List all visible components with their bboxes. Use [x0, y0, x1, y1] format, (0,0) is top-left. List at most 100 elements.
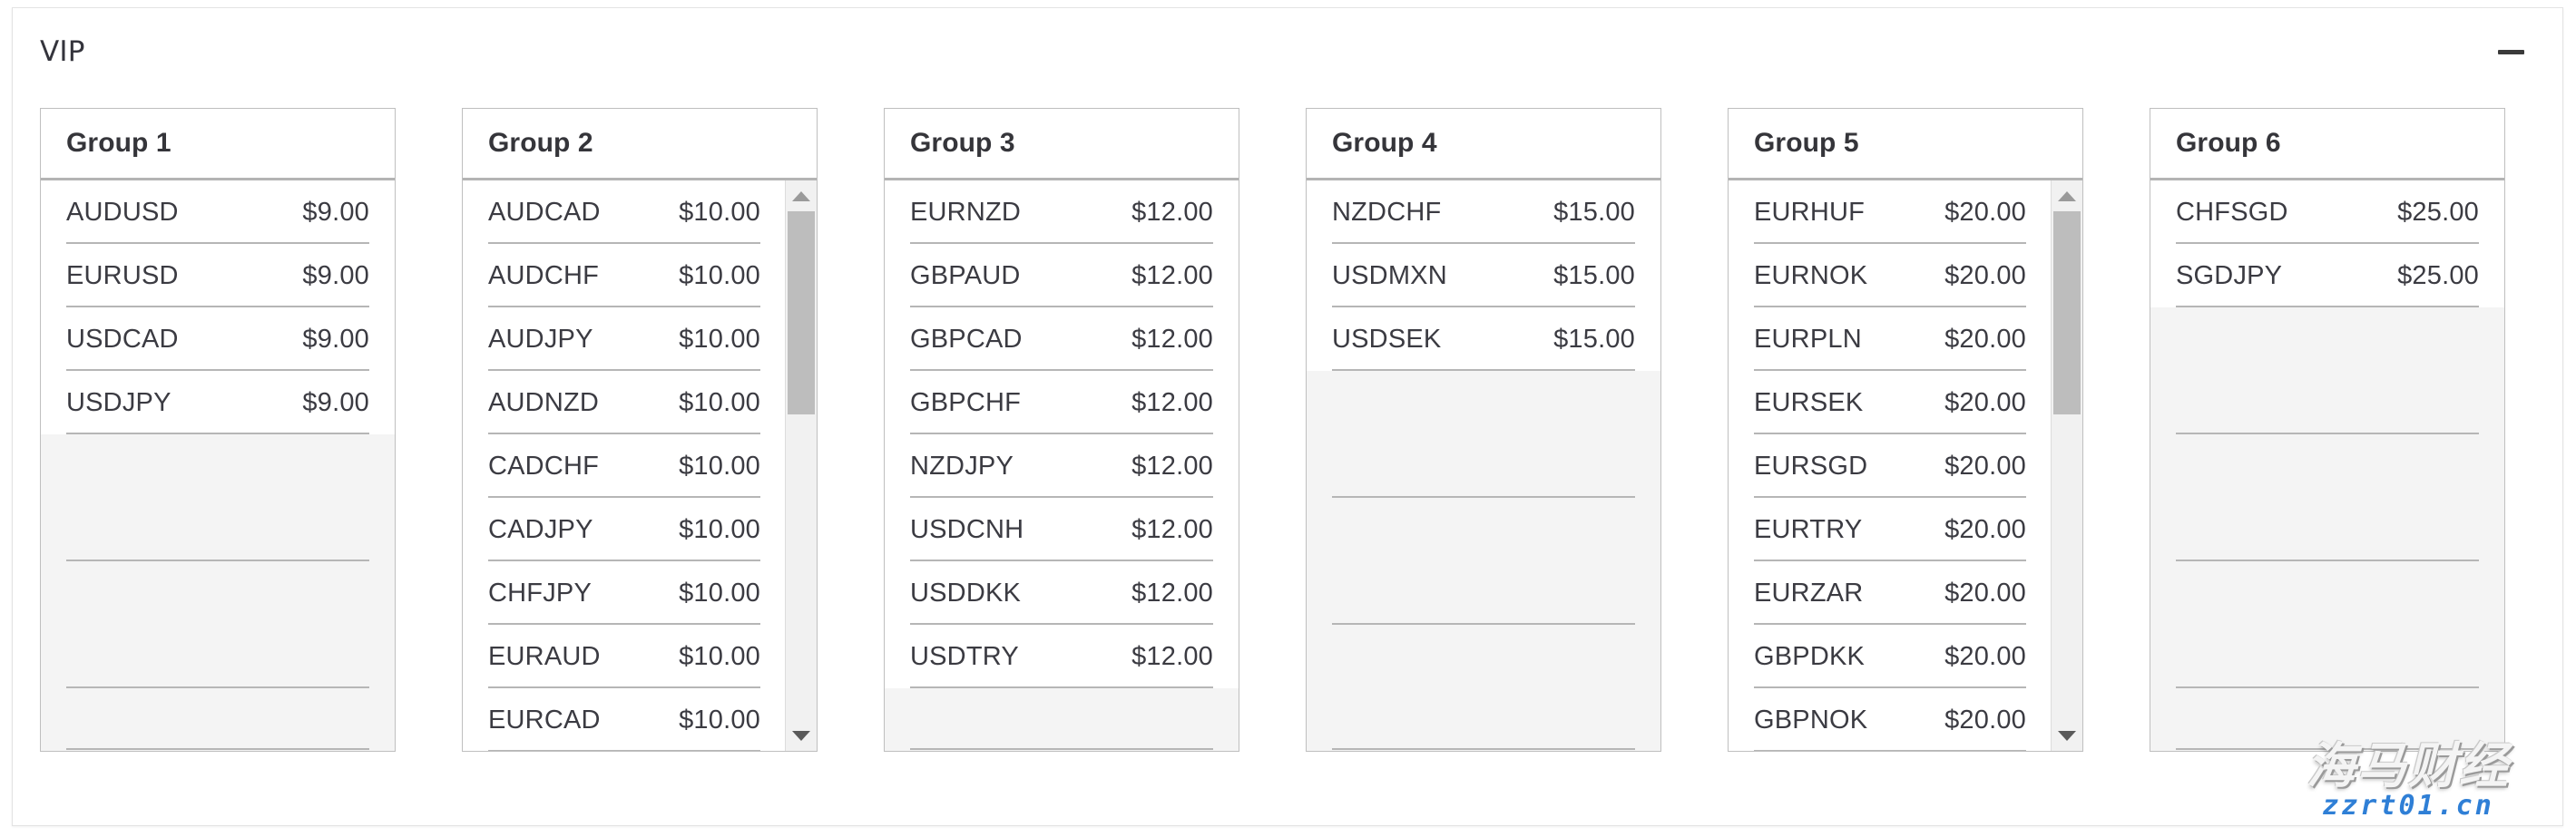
symbol-price: $10.00	[679, 324, 760, 354]
empty-row	[2150, 434, 2504, 561]
symbol-row[interactable]: USDTRY $12.00	[885, 625, 1239, 688]
group-title: Group 4	[1332, 128, 1437, 158]
symbol-row[interactable]: AUDCAD $10.00	[463, 180, 786, 244]
symbol-row[interactable]: EURUSD $9.00	[41, 244, 395, 307]
symbol-row[interactable]: USDCAD $9.00	[41, 307, 395, 371]
symbol-price: $10.00	[679, 514, 760, 544]
scroll-up-arrow-icon[interactable]	[786, 180, 817, 211]
symbol-row[interactable]: GBPAUD $12.00	[885, 244, 1239, 307]
empty-row	[1307, 625, 1660, 750]
scroll-down-arrow-icon[interactable]	[786, 720, 817, 751]
symbol-row[interactable]: NZDCHF $15.00	[1307, 180, 1660, 244]
symbol-label: GBPDKK	[1754, 641, 1866, 671]
group-title: Group 6	[2176, 128, 2281, 158]
symbol-row[interactable]: EURZAR $20.00	[1729, 561, 2052, 625]
group-card-header: Group 1	[41, 109, 395, 180]
symbol-list: EURHUF $20.00 EURNOK $20.00 EURPLN $20.00 EURS…	[1729, 180, 2052, 751]
symbol-row[interactable]: EURSEK $20.00	[1729, 371, 2052, 434]
symbol-row[interactable]: GBPCAD $12.00	[885, 307, 1239, 371]
symbol-row[interactable]: AUDCHF $10.00	[463, 244, 786, 307]
symbol-row[interactable]: USDDKK $12.00	[885, 561, 1239, 625]
symbol-price: $10.00	[679, 578, 760, 608]
minus-icon[interactable]	[2490, 31, 2532, 73]
group-card-header: Group 6	[2150, 109, 2504, 180]
symbol-row[interactable]: CADCHF $10.00	[463, 434, 786, 498]
symbol-row[interactable]: USDMXN $15.00	[1307, 244, 1660, 307]
group-card: Group 4 NZDCHF $15.00 USDMXN $15.00 USDSEK $15…	[1306, 108, 1661, 752]
symbol-price: $12.00	[1131, 387, 1213, 417]
symbol-price: $20.00	[1944, 197, 2026, 227]
empty-row	[2150, 688, 2504, 750]
watermark-url: zzrt01.cn	[2322, 789, 2494, 822]
symbol-price: $15.00	[1553, 197, 1635, 227]
group-card-body: AUDUSD $9.00 EURUSD $9.00 USDCAD $9.00 USDJPY $…	[41, 180, 395, 751]
symbol-price: $10.00	[679, 705, 760, 735]
panel-header: VIP	[13, 8, 2562, 95]
symbol-label: USDTRY	[910, 641, 1019, 671]
symbol-row[interactable]: AUDJPY $10.00	[463, 307, 786, 371]
symbol-price: $10.00	[679, 387, 760, 417]
symbol-row[interactable]: GBPNOK $20.00	[1729, 688, 2052, 751]
scrollbar-track[interactable]	[2052, 211, 2082, 720]
symbol-row[interactable]: EURSGD $20.00	[1729, 434, 2052, 498]
scrollbar-track[interactable]	[786, 211, 817, 720]
group-title: Group 1	[66, 128, 171, 158]
symbol-price: $9.00	[302, 387, 369, 417]
symbol-price: $10.00	[679, 197, 760, 227]
group-card-body: EURNZD $12.00 GBPAUD $12.00 GBPCAD $12.00 GBPC…	[885, 180, 1239, 751]
symbol-row[interactable]: GBPDKK $20.00	[1729, 625, 2052, 688]
symbol-row[interactable]: SGDJPY $25.00	[2150, 244, 2504, 307]
minus-icon-bar	[2497, 49, 2524, 54]
symbol-row[interactable]: AUDUSD $9.00	[41, 180, 395, 244]
symbol-row[interactable]: EURNOK $20.00	[1729, 244, 2052, 307]
scroll-down-arrow-icon[interactable]	[2052, 720, 2082, 751]
symbol-price: $20.00	[1944, 578, 2026, 608]
symbol-price: $12.00	[1131, 197, 1213, 227]
symbol-row[interactable]: CHFJPY $10.00	[463, 561, 786, 625]
symbol-row[interactable]: EURTRY $20.00	[1729, 498, 2052, 561]
scrollbar-thumb[interactable]	[2053, 211, 2081, 415]
symbol-row[interactable]: EURNZD $12.00	[885, 180, 1239, 244]
symbol-label: EURSGD	[1754, 451, 1868, 481]
symbol-price: $10.00	[679, 451, 760, 481]
symbol-row[interactable]: GBPCHF $12.00	[885, 371, 1239, 434]
symbol-row[interactable]: AUDNZD $10.00	[463, 371, 786, 434]
scrollbar[interactable]	[785, 180, 817, 751]
symbol-row[interactable]: USDJPY $9.00	[41, 371, 395, 434]
symbol-row[interactable]: USDCNH $12.00	[885, 498, 1239, 561]
symbol-label: EURNOK	[1754, 260, 1868, 290]
symbol-label: GBPCHF	[910, 387, 1022, 417]
symbol-label: EURNZD	[910, 197, 1022, 227]
group-card-header: Group 5	[1729, 109, 2082, 180]
symbol-label: CHFSGD	[2176, 197, 2288, 227]
group-title: Group 3	[910, 128, 1015, 158]
group-title: Group 5	[1754, 128, 1859, 158]
symbol-row[interactable]: CADJPY $10.00	[463, 498, 786, 561]
scroll-up-arrow-icon[interactable]	[2052, 180, 2082, 211]
group-card: Group 5 EURHUF $20.00 EURNOK $20.00 EURPLN $20…	[1728, 108, 2083, 752]
symbol-row[interactable]: USDSEK $15.00	[1307, 307, 1660, 371]
symbol-row[interactable]: CHFSGD $25.00	[2150, 180, 2504, 244]
empty-row	[41, 434, 395, 561]
symbol-price: $9.00	[302, 260, 369, 290]
scrollbar-thumb[interactable]	[788, 211, 815, 415]
symbol-label: AUDCHF	[488, 260, 600, 290]
scrollbar[interactable]	[2051, 180, 2082, 751]
symbol-row[interactable]: EURCAD $10.00	[463, 688, 786, 751]
group-card: Group 6 CHFSGD $25.00 SGDJPY $25.00	[2150, 108, 2505, 752]
symbol-label: USDCAD	[66, 324, 179, 354]
symbol-row[interactable]: EURHUF $20.00	[1729, 180, 2052, 244]
symbol-row[interactable]: NZDJPY $12.00	[885, 434, 1239, 498]
group-cards-container: Group 1 AUDUSD $9.00 EURUSD $9.00 USDCAD $9.00…	[13, 108, 2562, 774]
symbol-label: GBPCAD	[910, 324, 1023, 354]
symbol-label: AUDUSD	[66, 197, 179, 227]
symbol-label: USDMXN	[1332, 260, 1447, 290]
empty-row	[2150, 307, 2504, 434]
symbol-row[interactable]: EURAUD $10.00	[463, 625, 786, 688]
symbol-price: $25.00	[2397, 197, 2479, 227]
symbol-price: $12.00	[1131, 260, 1213, 290]
symbol-label: EURSEK	[1754, 387, 1864, 417]
symbol-list: NZDCHF $15.00 USDMXN $15.00 USDSEK $15.00	[1307, 180, 1660, 751]
symbol-row[interactable]: EURPLN $20.00	[1729, 307, 2052, 371]
symbol-price: $20.00	[1944, 641, 2026, 671]
